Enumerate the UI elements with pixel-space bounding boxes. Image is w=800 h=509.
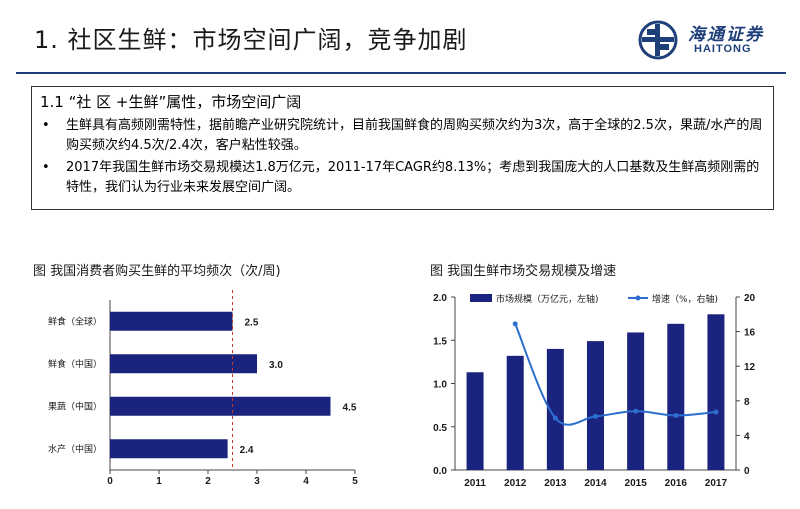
summary-box: 1.1 “社 区 +生鲜”属性，市场空间广阔 • 生鲜具有高频刚需特性，据前瞻产… <box>31 86 774 210</box>
left-tick-label: 1.5 <box>433 336 447 347</box>
bar <box>110 354 257 374</box>
growth-rate-point <box>512 321 518 327</box>
x-tick-label: 2015 <box>625 478 648 489</box>
x-tick-label: 4 <box>303 476 309 487</box>
slide-title: 1. 社区生鲜：市场空间广阔，竞争加剧 <box>34 26 468 54</box>
legend-bar-label: 市场规模（万亿元，左轴) <box>496 293 599 305</box>
bar-value-label: 2.4 <box>240 445 254 456</box>
category-label: 水产（中国） <box>48 443 102 455</box>
category-label: 鲜食（全球） <box>48 315 102 327</box>
right-tick-label: 20 <box>744 293 756 304</box>
x-tick-label: 2016 <box>665 478 688 489</box>
right-tick-label: 4 <box>744 431 750 442</box>
bullet-dot-icon: • <box>42 160 50 175</box>
bar <box>466 372 484 470</box>
x-tick-label: 2017 <box>705 478 728 489</box>
logo-chinese-text: 海通证券 <box>688 25 764 45</box>
summary-bullet-text: 2017年我国生鲜市场交易规模达1.8万亿元，2011-17年CAGR约8.13… <box>66 160 760 195</box>
bar <box>110 439 228 459</box>
logo-english-text: HAITONG <box>694 43 752 55</box>
bar <box>110 396 331 416</box>
right-tick-label: 12 <box>744 362 756 373</box>
growth-rate-point <box>593 413 598 419</box>
bullet-dot-icon: • <box>42 118 50 133</box>
growth-rate-line <box>514 323 717 426</box>
summary-bullet: • 生鲜具有高频刚需特性，据前瞻产业研究院统计，目前我国鲜食的周购买频次约为3次… <box>40 116 765 156</box>
right-tick-label: 8 <box>744 397 750 408</box>
x-tick-label: 3 <box>254 476 260 487</box>
title-divider <box>16 72 786 74</box>
summary-bullet: • 2017年我国生鲜市场交易规模达1.8万亿元，2011-17年CAGR约8.… <box>40 158 765 198</box>
market-chart-title: 图 我国生鲜市场交易规模及增速 <box>430 264 617 279</box>
legend-line-marker <box>635 295 641 301</box>
bar <box>627 332 645 470</box>
bar <box>546 348 564 470</box>
growth-rate-point <box>673 413 679 419</box>
haitong-emblem-icon <box>638 20 678 60</box>
summary-heading: 1.1 “社 区 +生鲜”属性，市场空间广阔 <box>40 93 302 111</box>
frequency-bar-chart: 0 1 2 3 4 5 鲜食（全球） 2.5 鲜食（中国） 3.0 果蔬（中国） 4.5 水产（中国） 2… <box>48 290 358 487</box>
left-tick-label: 0.0 <box>433 466 447 477</box>
growth-rate-point <box>633 408 639 414</box>
left-tick-label: 1.0 <box>433 380 447 391</box>
bar <box>707 314 725 470</box>
bar <box>587 341 604 470</box>
x-tick-label: 2013 <box>544 478 567 489</box>
left-tick-label: 0.5 <box>433 423 447 434</box>
bar-value-label: 4.5 <box>343 402 357 413</box>
legend-bar-swatch <box>470 294 492 302</box>
category-label: 鲜食（中国） <box>48 358 102 370</box>
bar <box>506 355 524 470</box>
frequency-chart-title: 图 我国消费者购买生鲜的平均频次（次/周) <box>33 264 281 279</box>
bar-value-label: 3.0 <box>269 360 283 371</box>
x-tick-label: 1 <box>156 476 162 487</box>
bar <box>667 323 685 470</box>
haitong-logo: 海通证券 HAITONG <box>636 18 786 62</box>
x-tick-label: 2011 <box>464 478 486 489</box>
x-tick-label: 2012 <box>504 478 527 489</box>
x-tick-label: 2014 <box>584 478 607 489</box>
x-tick-label: 5 <box>352 476 358 487</box>
x-tick-label: 0 <box>107 476 113 487</box>
bar-value-label: 2.5 <box>245 317 259 328</box>
right-tick-label: 16 <box>744 328 756 339</box>
bar <box>110 311 233 331</box>
market-size-chart: 0.0 0.5 1.0 1.5 2.0 0 4 8 12 16 20 2011 2012 2013 2014… <box>433 293 755 489</box>
growth-rate-point <box>713 409 719 415</box>
x-tick-label: 2 <box>205 476 211 487</box>
legend-line-label: 增速（%，右轴) <box>652 293 718 305</box>
category-label: 果蔬（中国） <box>48 400 102 412</box>
right-tick-label: 0 <box>744 466 750 477</box>
summary-bullet-text: 生鲜具有高频刚需特性，据前瞻产业研究院统计，目前我国鲜食的周购买频次约为3次，高… <box>66 118 763 153</box>
growth-rate-point <box>552 415 558 421</box>
left-tick-label: 2.0 <box>433 293 447 304</box>
